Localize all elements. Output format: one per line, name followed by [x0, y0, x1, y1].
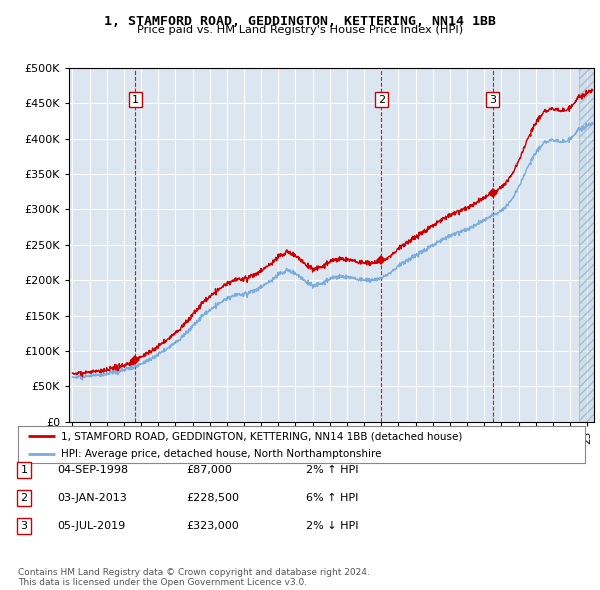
Text: £323,000: £323,000: [186, 521, 239, 530]
Text: Price paid vs. HM Land Registry's House Price Index (HPI): Price paid vs. HM Land Registry's House …: [137, 25, 463, 35]
Text: 1: 1: [20, 466, 28, 475]
Text: 6% ↑ HPI: 6% ↑ HPI: [306, 493, 358, 503]
Text: 2% ↑ HPI: 2% ↑ HPI: [306, 466, 359, 475]
Text: 2% ↓ HPI: 2% ↓ HPI: [306, 521, 359, 530]
Text: 2: 2: [20, 493, 28, 503]
Bar: [578, 68, 594, 422]
Text: 1, STAMFORD ROAD, GEDDINGTON, KETTERING, NN14 1BB: 1, STAMFORD ROAD, GEDDINGTON, KETTERING,…: [104, 15, 496, 28]
Text: 04-SEP-1998: 04-SEP-1998: [57, 466, 128, 475]
Text: 2: 2: [378, 95, 385, 104]
Bar: [578, 68, 594, 422]
Text: £87,000: £87,000: [186, 466, 232, 475]
Text: HPI: Average price, detached house, North Northamptonshire: HPI: Average price, detached house, Nort…: [61, 449, 381, 459]
Text: 1, STAMFORD ROAD, GEDDINGTON, KETTERING, NN14 1BB (detached house): 1, STAMFORD ROAD, GEDDINGTON, KETTERING,…: [61, 431, 462, 441]
Text: 03-JAN-2013: 03-JAN-2013: [57, 493, 127, 503]
Text: Contains HM Land Registry data © Crown copyright and database right 2024.
This d: Contains HM Land Registry data © Crown c…: [18, 568, 370, 587]
Text: 1: 1: [132, 95, 139, 104]
Text: 3: 3: [20, 521, 28, 530]
Text: 05-JUL-2019: 05-JUL-2019: [57, 521, 125, 530]
Text: 3: 3: [489, 95, 496, 104]
Text: £228,500: £228,500: [186, 493, 239, 503]
